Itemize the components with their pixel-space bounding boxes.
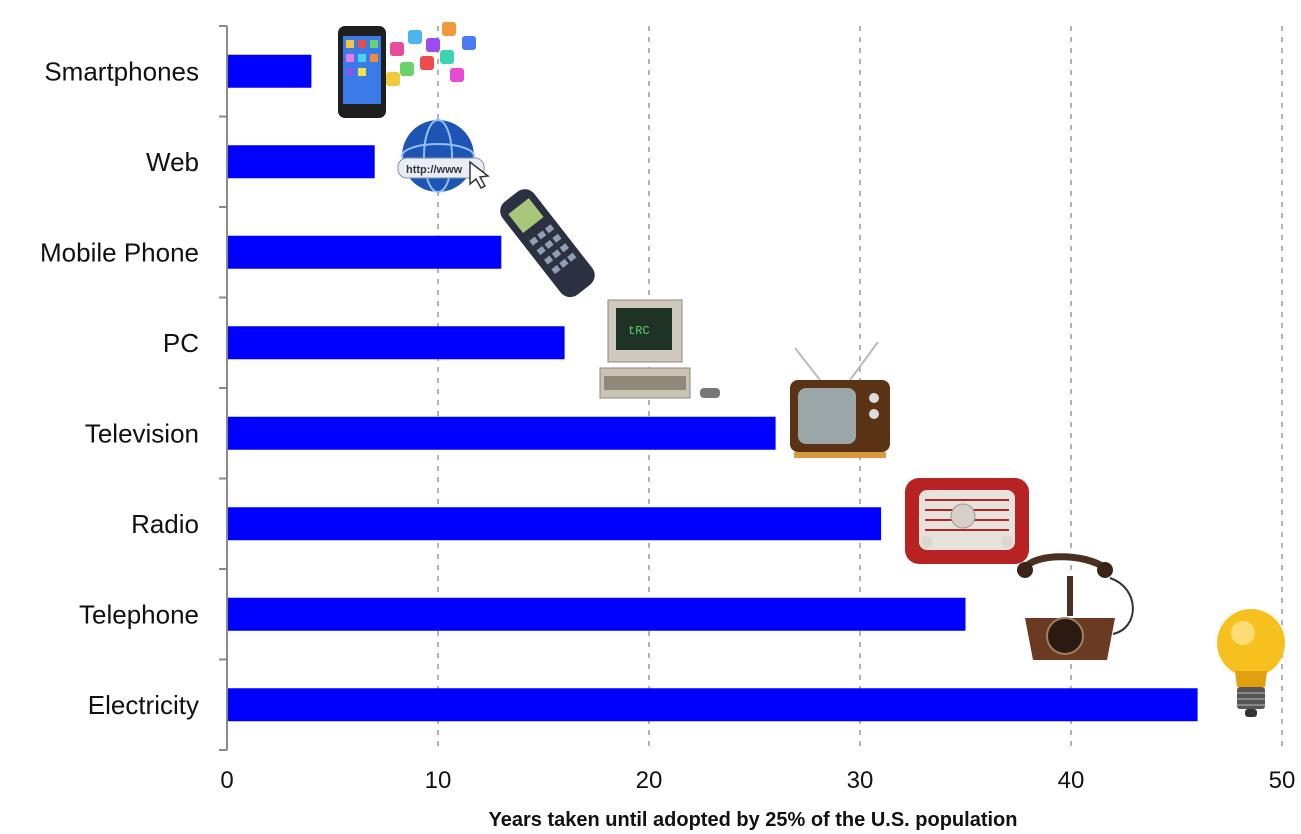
x-tick-label: 20 xyxy=(636,767,663,794)
bars xyxy=(228,54,1198,722)
x-tick-label: 30 xyxy=(847,767,874,794)
category-labels: Smartphones Web Mobile Phone PC Television Ra… xyxy=(40,56,199,720)
x-tick-label: 10 xyxy=(425,767,452,794)
telephone-icon xyxy=(1017,553,1134,660)
bar-television xyxy=(228,416,776,450)
lightbulb-icon xyxy=(1217,609,1285,717)
category-label: Radio xyxy=(131,509,199,539)
category-label: PC xyxy=(163,328,199,358)
category-label: Television xyxy=(85,418,199,448)
category-label: Telephone xyxy=(79,599,199,629)
web-globe-icon: http://www xyxy=(397,119,490,193)
category-label: Electricity xyxy=(88,690,199,720)
x-tick-label: 50 xyxy=(1269,767,1296,794)
bar-electricity xyxy=(228,688,1198,722)
pc-icon: tRC xyxy=(599,299,720,399)
icons: http://www tRC xyxy=(338,22,1285,717)
bar-pc xyxy=(228,326,565,360)
category-label: Web xyxy=(146,147,199,177)
television-icon xyxy=(790,341,890,458)
bar-telephone xyxy=(228,597,966,631)
x-axis-title: Years taken until adopted by 25% of the … xyxy=(489,809,1018,831)
smartphone-icon xyxy=(338,22,476,118)
bar-mobile-phone xyxy=(228,235,502,269)
bar-radio xyxy=(228,507,882,541)
svg-text:tRC: tRC xyxy=(628,324,650,338)
x-tick-label: 40 xyxy=(1058,767,1085,794)
category-label: Mobile Phone xyxy=(40,237,199,267)
bar-smartphones xyxy=(228,54,312,88)
radio-icon xyxy=(905,478,1029,564)
svg-text:http://www: http://www xyxy=(406,164,463,176)
bar-web xyxy=(228,145,375,179)
x-tick-label: 0 xyxy=(220,767,233,794)
axes xyxy=(219,25,228,751)
mobile-phone-icon xyxy=(500,189,595,298)
category-label: Smartphones xyxy=(44,56,199,86)
tick-labels: 0 10 20 30 40 50 xyxy=(220,767,1295,794)
